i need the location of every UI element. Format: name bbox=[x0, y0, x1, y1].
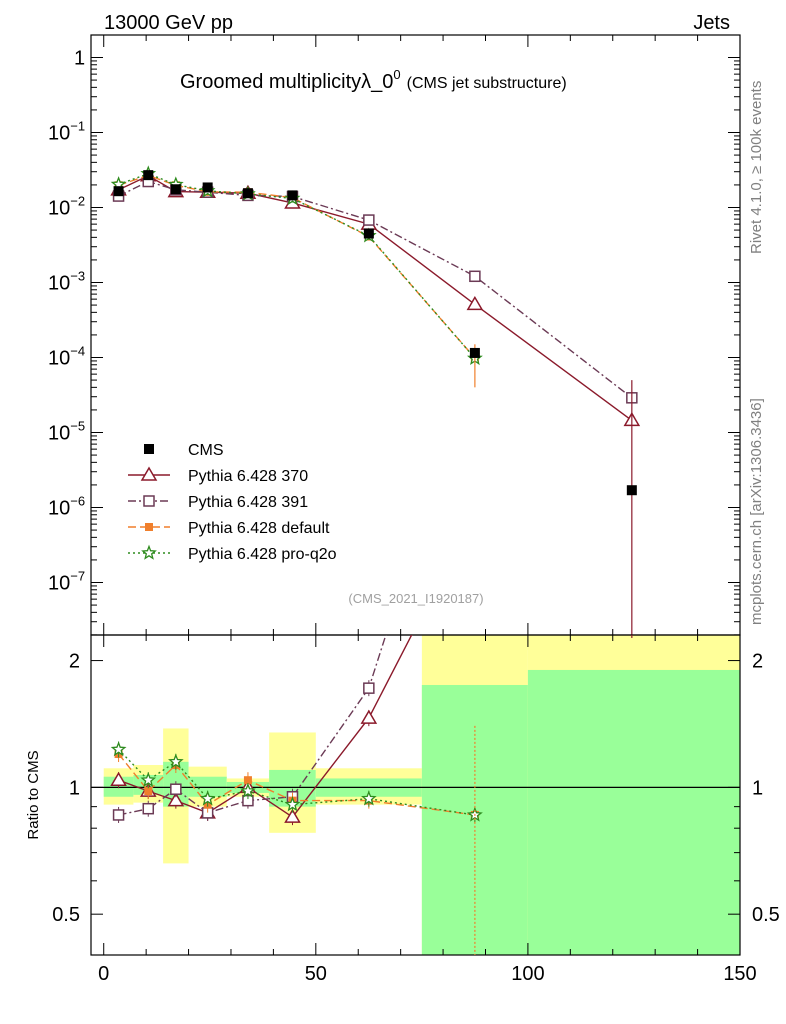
svg-text:Groomed multiplicityλ_00(CMS j: Groomed multiplicityλ_00 (CMS jet substru… bbox=[180, 67, 567, 93]
series-point-0 bbox=[466, 295, 484, 311]
series-line-0 bbox=[118, 175, 633, 421]
series-point-1 bbox=[363, 214, 375, 226]
ratio-tick-label-right: 0.5 bbox=[752, 904, 780, 926]
legend-label-2: Pythia 6.428 391 bbox=[188, 494, 308, 511]
rivet-label: Rivet 4.1.0, ≥ 100k events bbox=[748, 81, 765, 254]
ratio-point-1 bbox=[170, 783, 182, 795]
y-tick-label: 10−6 bbox=[48, 494, 85, 520]
ratio-point-3 bbox=[110, 741, 127, 757]
main-panel: 1 10−1 10−2 10−3 10−4 10−5 10−6 10−7 bbox=[48, 34, 741, 955]
data-point bbox=[287, 190, 298, 201]
data-point bbox=[626, 485, 637, 496]
y-tick-label: 10−2 bbox=[48, 194, 85, 220]
chart-title: Groomed multiplicityλ_00 (CMS jet substru… bbox=[180, 67, 567, 93]
main-series bbox=[110, 165, 641, 635]
data-point bbox=[469, 347, 480, 358]
legend-marker-data bbox=[144, 444, 154, 454]
ratio-tick-label-right: 1 bbox=[752, 777, 763, 799]
y-tick-label: 10−5 bbox=[48, 419, 85, 445]
y-tick-label: 10−7 bbox=[48, 569, 85, 595]
y-tick-label: 10−3 bbox=[48, 269, 85, 295]
ratio-point-0 bbox=[468, 505, 482, 517]
ratio-point-0 bbox=[110, 771, 127, 786]
ratio-series bbox=[110, 264, 637, 955]
ratio-point-3 bbox=[240, 782, 256, 798]
ratio-axis-label: Ratio to CMS bbox=[25, 750, 42, 839]
main-frame bbox=[90, 34, 741, 636]
beam-label: 13000 GeV pp bbox=[104, 12, 233, 34]
ratio-tick-label-left: 2 bbox=[69, 651, 80, 673]
chart-title-sup: 0 bbox=[393, 67, 400, 82]
data-point bbox=[363, 228, 374, 239]
ratio-line-3 bbox=[118, 749, 476, 816]
ratio-point-1 bbox=[112, 809, 125, 821]
ratio-point-3 bbox=[140, 771, 157, 787]
legend-label-3: Pythia 6.428 default bbox=[188, 520, 330, 537]
data-point bbox=[113, 186, 124, 197]
chart-title-sub: (CMS jet substructure) bbox=[407, 75, 567, 92]
ratio-tick-label-right: 2 bbox=[752, 651, 763, 673]
legend-marker-4 bbox=[141, 544, 157, 560]
ratio-tick-label-left: 0.5 bbox=[52, 904, 80, 926]
ratio-point-3 bbox=[199, 790, 216, 806]
data-point bbox=[170, 184, 181, 195]
legend-label-0: CMS bbox=[188, 442, 224, 459]
legend-marker-2 bbox=[143, 495, 155, 507]
x-tick-label: 150 bbox=[723, 963, 756, 985]
ratio-panel: 0 50 100 150 0.5 0.5 1 1 2 2 bbox=[52, 264, 780, 985]
ratio-point-1 bbox=[142, 802, 155, 815]
x-tick-label: 50 bbox=[305, 963, 327, 985]
ratio-bands bbox=[103, 635, 740, 955]
y-tick-label: 10−4 bbox=[48, 344, 85, 370]
data-point bbox=[143, 170, 154, 181]
ratio-point-0 bbox=[167, 792, 185, 807]
ratio-point-0 bbox=[360, 709, 378, 724]
mcplots-label: mcplots.cern.ch [arXiv:1306.3436] bbox=[748, 398, 765, 625]
legend-label-4: Pythia 6.428 pro-q2o bbox=[188, 546, 337, 563]
ratio-point-1 bbox=[363, 682, 375, 694]
ratio-frame bbox=[90, 634, 741, 956]
y-tick-label: 1 bbox=[74, 48, 85, 70]
data-point bbox=[202, 182, 213, 193]
x-tick-label: 0 bbox=[98, 963, 109, 985]
data-point bbox=[242, 188, 253, 199]
ratio-point-1 bbox=[627, 264, 637, 274]
x-tick-label: 100 bbox=[511, 963, 544, 985]
series-point-1 bbox=[469, 270, 481, 283]
ratio-point-0 bbox=[284, 808, 301, 823]
ratio-tick-label-left: 1 bbox=[69, 777, 80, 799]
ratio-point-3 bbox=[361, 790, 377, 806]
ratio-point-2 bbox=[144, 787, 153, 796]
legend: CMS Pythia 6.428 370 Pythia 6.428 391 Pythi… bbox=[128, 442, 337, 563]
legend-marker-3 bbox=[145, 523, 153, 531]
ratio-point-3 bbox=[284, 796, 301, 812]
watermark: (CMS_2021_I1920187) bbox=[348, 591, 483, 606]
series-line-1 bbox=[118, 180, 633, 399]
legend-label-1: Pythia 6.428 370 bbox=[188, 468, 308, 485]
ratio-point-3 bbox=[168, 753, 184, 769]
band-green-8 bbox=[527, 669, 740, 955]
legend-marker-1 bbox=[140, 466, 158, 481]
y-tick-label: 10−1 bbox=[48, 119, 85, 145]
process-label: Jets bbox=[693, 12, 730, 34]
chart-title-main: Groomed multiplicityλ_0 bbox=[180, 71, 393, 93]
ratio-point-2 bbox=[243, 776, 252, 785]
